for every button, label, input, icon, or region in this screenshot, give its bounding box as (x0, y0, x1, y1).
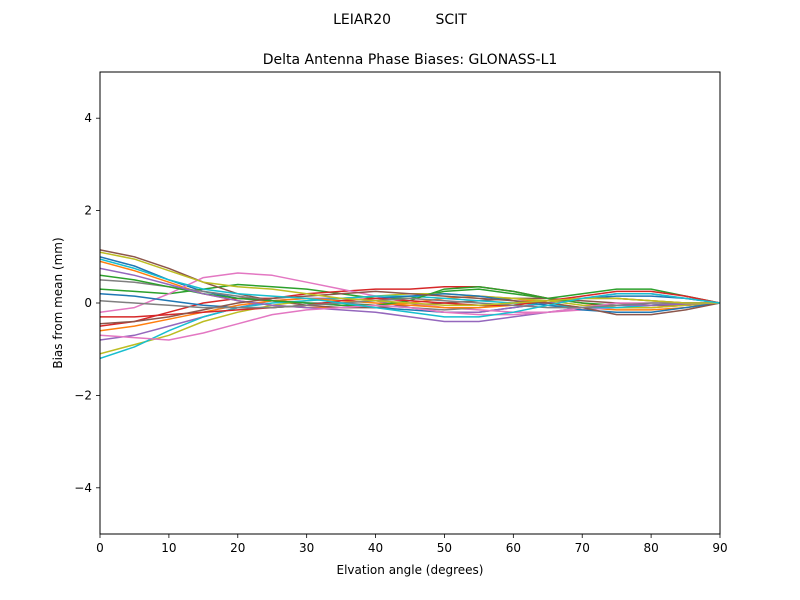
y-tick-label: 4 (84, 111, 92, 125)
figure-suptitle: LEIAR20 SCIT (333, 12, 467, 28)
series-line-18 (100, 297, 720, 309)
x-tick-label: 20 (230, 541, 245, 555)
y-axis-label: Bias from mean (mm) (51, 237, 65, 368)
y-tick-label: 0 (84, 296, 92, 310)
series-line-16 (100, 290, 720, 325)
x-tick-label: 80 (643, 541, 658, 555)
plot-area: 0 10 20 30 40 50 60 70 80 90 −4 −2 0 2 4 (74, 71, 728, 555)
x-tick-label: 10 (161, 541, 176, 555)
x-tick-label: 60 (506, 541, 521, 555)
y-tick-label: −4 (74, 481, 92, 495)
x-tick-label: 70 (575, 541, 590, 555)
series-line-17 (100, 302, 720, 341)
y-axis-ticks: −4 −2 0 2 4 (74, 111, 100, 495)
chart-title: Delta Antenna Phase Biases: GLONASS-L1 (263, 52, 558, 68)
x-tick-label: 30 (299, 541, 314, 555)
series-lines (100, 249, 720, 360)
y-tick-label: −2 (74, 388, 92, 402)
x-axis-ticks: 0 10 20 30 40 50 60 70 80 90 (96, 534, 728, 555)
series-line-19 (100, 251, 720, 307)
series-line-11 (100, 293, 720, 313)
x-axis-label: Elvation angle (degrees) (337, 563, 484, 577)
x-tick-label: 0 (96, 541, 104, 555)
x-tick-label: 50 (437, 541, 452, 555)
x-tick-label: 40 (368, 541, 383, 555)
series-line-14 (100, 290, 720, 318)
series-line-20 (100, 258, 720, 318)
y-tick-label: 2 (84, 204, 92, 218)
x-tick-label: 90 (712, 541, 727, 555)
